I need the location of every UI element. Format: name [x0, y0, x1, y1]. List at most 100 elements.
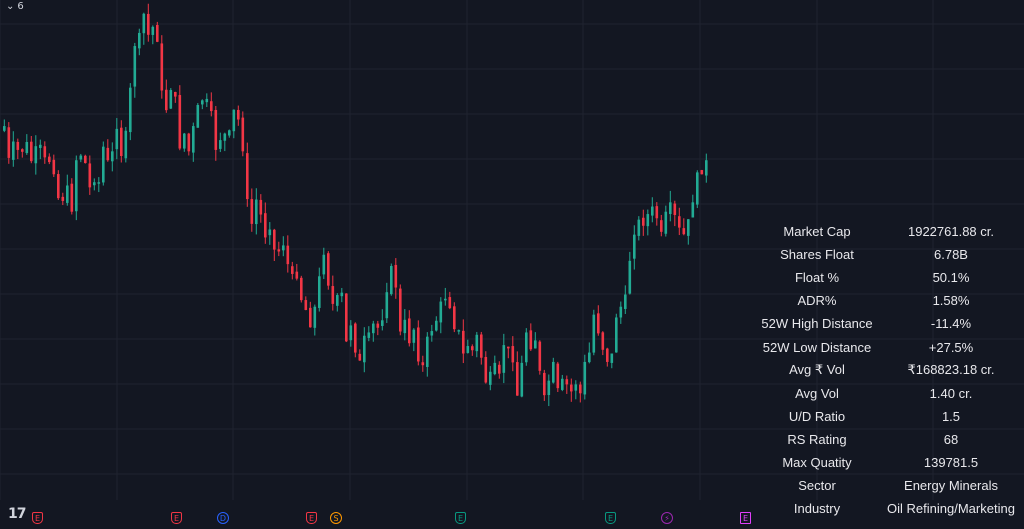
- earnings-event-marker[interactable]: E: [306, 512, 317, 524]
- candle-body: [484, 356, 488, 383]
- candle-body: [84, 155, 87, 164]
- candle-body: [633, 234, 636, 259]
- candle-body: [651, 206, 654, 216]
- stat-row: Float % 50.1%: [757, 266, 1024, 289]
- candle-body: [655, 206, 659, 219]
- earnings-event-marker[interactable]: E: [740, 512, 751, 524]
- stat-label: RS Rating: [787, 431, 847, 447]
- candle-body: [439, 301, 443, 323]
- candle-body: [147, 13, 150, 35]
- candle-body: [25, 141, 29, 154]
- candle-body: [444, 298, 447, 301]
- candle-body: [628, 260, 632, 294]
- candle-body: [142, 13, 146, 34]
- candle-body: [570, 384, 573, 392]
- earnings-event-marker[interactable]: E: [605, 512, 616, 524]
- candle-body: [511, 346, 515, 363]
- candle-body: [367, 332, 371, 338]
- candle-body: [583, 361, 587, 395]
- candle-body: [642, 217, 645, 226]
- candle-body: [507, 346, 510, 349]
- candle-body: [205, 98, 209, 103]
- flash-event-marker[interactable]: ⚡: [661, 512, 673, 524]
- earnings-event-marker[interactable]: E: [32, 512, 43, 524]
- stat-label: 52W High Distance: [761, 316, 873, 332]
- candle-body: [196, 105, 200, 128]
- candle-body: [61, 196, 65, 201]
- candles: [3, 3, 708, 407]
- stat-value: 1.40 cr.: [929, 385, 973, 401]
- candle-body: [43, 146, 47, 158]
- candle-body: [210, 101, 213, 112]
- stat-label: Industry: [793, 501, 841, 517]
- candle-body: [250, 199, 254, 224]
- collapse-indicators-button[interactable]: ⌄ 6: [6, 1, 24, 12]
- tradingview-logo[interactable]: 17: [8, 506, 27, 522]
- candle-body: [97, 182, 101, 184]
- candle-body: [219, 140, 222, 149]
- candle-body: [228, 130, 231, 136]
- indicator-count: 6: [17, 1, 24, 12]
- candle-body: [178, 95, 182, 149]
- stat-label: Sector: [798, 478, 836, 494]
- stat-value: 139781.5: [923, 454, 979, 470]
- candle-body: [291, 266, 294, 274]
- candle-body: [255, 199, 258, 225]
- candle-body: [385, 292, 389, 319]
- stat-row: Market Cap 1922761.88 cr.: [757, 220, 1024, 243]
- candle-body: [160, 43, 164, 91]
- candle-body: [318, 276, 321, 308]
- candle-body: [214, 109, 218, 150]
- candle-body: [273, 229, 276, 250]
- stat-row: 52W Low Distance +27.5%: [757, 335, 1024, 358]
- candle-body: [21, 149, 24, 152]
- candle-body: [417, 327, 420, 362]
- candle-body: [547, 380, 551, 396]
- candle-body: [615, 317, 618, 353]
- candle-body: [79, 155, 83, 160]
- candle-body: [664, 211, 668, 234]
- candle-body: [322, 254, 326, 275]
- dividend-event-marker[interactable]: D: [217, 512, 229, 524]
- candle-body: [115, 128, 119, 150]
- candle-body: [394, 264, 398, 288]
- candle-body: [111, 151, 114, 162]
- candle-body: [151, 26, 155, 35]
- earnings-event-marker[interactable]: E: [171, 512, 182, 524]
- candle-body: [457, 330, 461, 332]
- candle-body: [165, 89, 168, 111]
- stats-table: Market Cap 1922761.88 cr. Shares Float 6.78…: [757, 220, 1024, 520]
- split-event-marker[interactable]: S: [330, 512, 342, 524]
- candle-body: [246, 153, 249, 200]
- stat-row: Max Quatity 139781.5: [757, 451, 1024, 474]
- candle-body: [426, 336, 429, 367]
- candle-body: [237, 109, 240, 120]
- stat-row: Avg ₹ Vol ₹168823.18 cr.: [757, 359, 1024, 382]
- stat-value: -11.4%: [930, 316, 972, 332]
- candle-body: [534, 340, 537, 349]
- candle-body: [624, 294, 627, 309]
- earnings-event-marker[interactable]: E: [455, 512, 466, 524]
- candle-body: [372, 323, 375, 334]
- candle-body: [543, 372, 546, 396]
- stat-row: Industry Oil Refining/Marketing: [757, 497, 1024, 520]
- candle-body: [66, 185, 69, 203]
- candle-body: [313, 306, 317, 328]
- candle-body: [363, 335, 366, 363]
- stat-value: Oil Refining/Marketing: [887, 501, 1015, 517]
- candle-body: [430, 331, 434, 336]
- candle-body: [435, 320, 438, 331]
- candle-body: [232, 109, 236, 132]
- candle-body: [88, 163, 92, 188]
- candle-body: [102, 146, 105, 183]
- candle-body: [480, 334, 483, 358]
- candle-body: [565, 379, 569, 385]
- candle-body: [183, 133, 186, 149]
- stat-value: 1922761.88 cr.: [907, 224, 995, 240]
- candle-body: [340, 292, 344, 297]
- candle-body: [606, 348, 609, 362]
- candle-body: [223, 133, 227, 141]
- stat-value: 1.5: [941, 408, 961, 424]
- candle-body: [304, 300, 308, 310]
